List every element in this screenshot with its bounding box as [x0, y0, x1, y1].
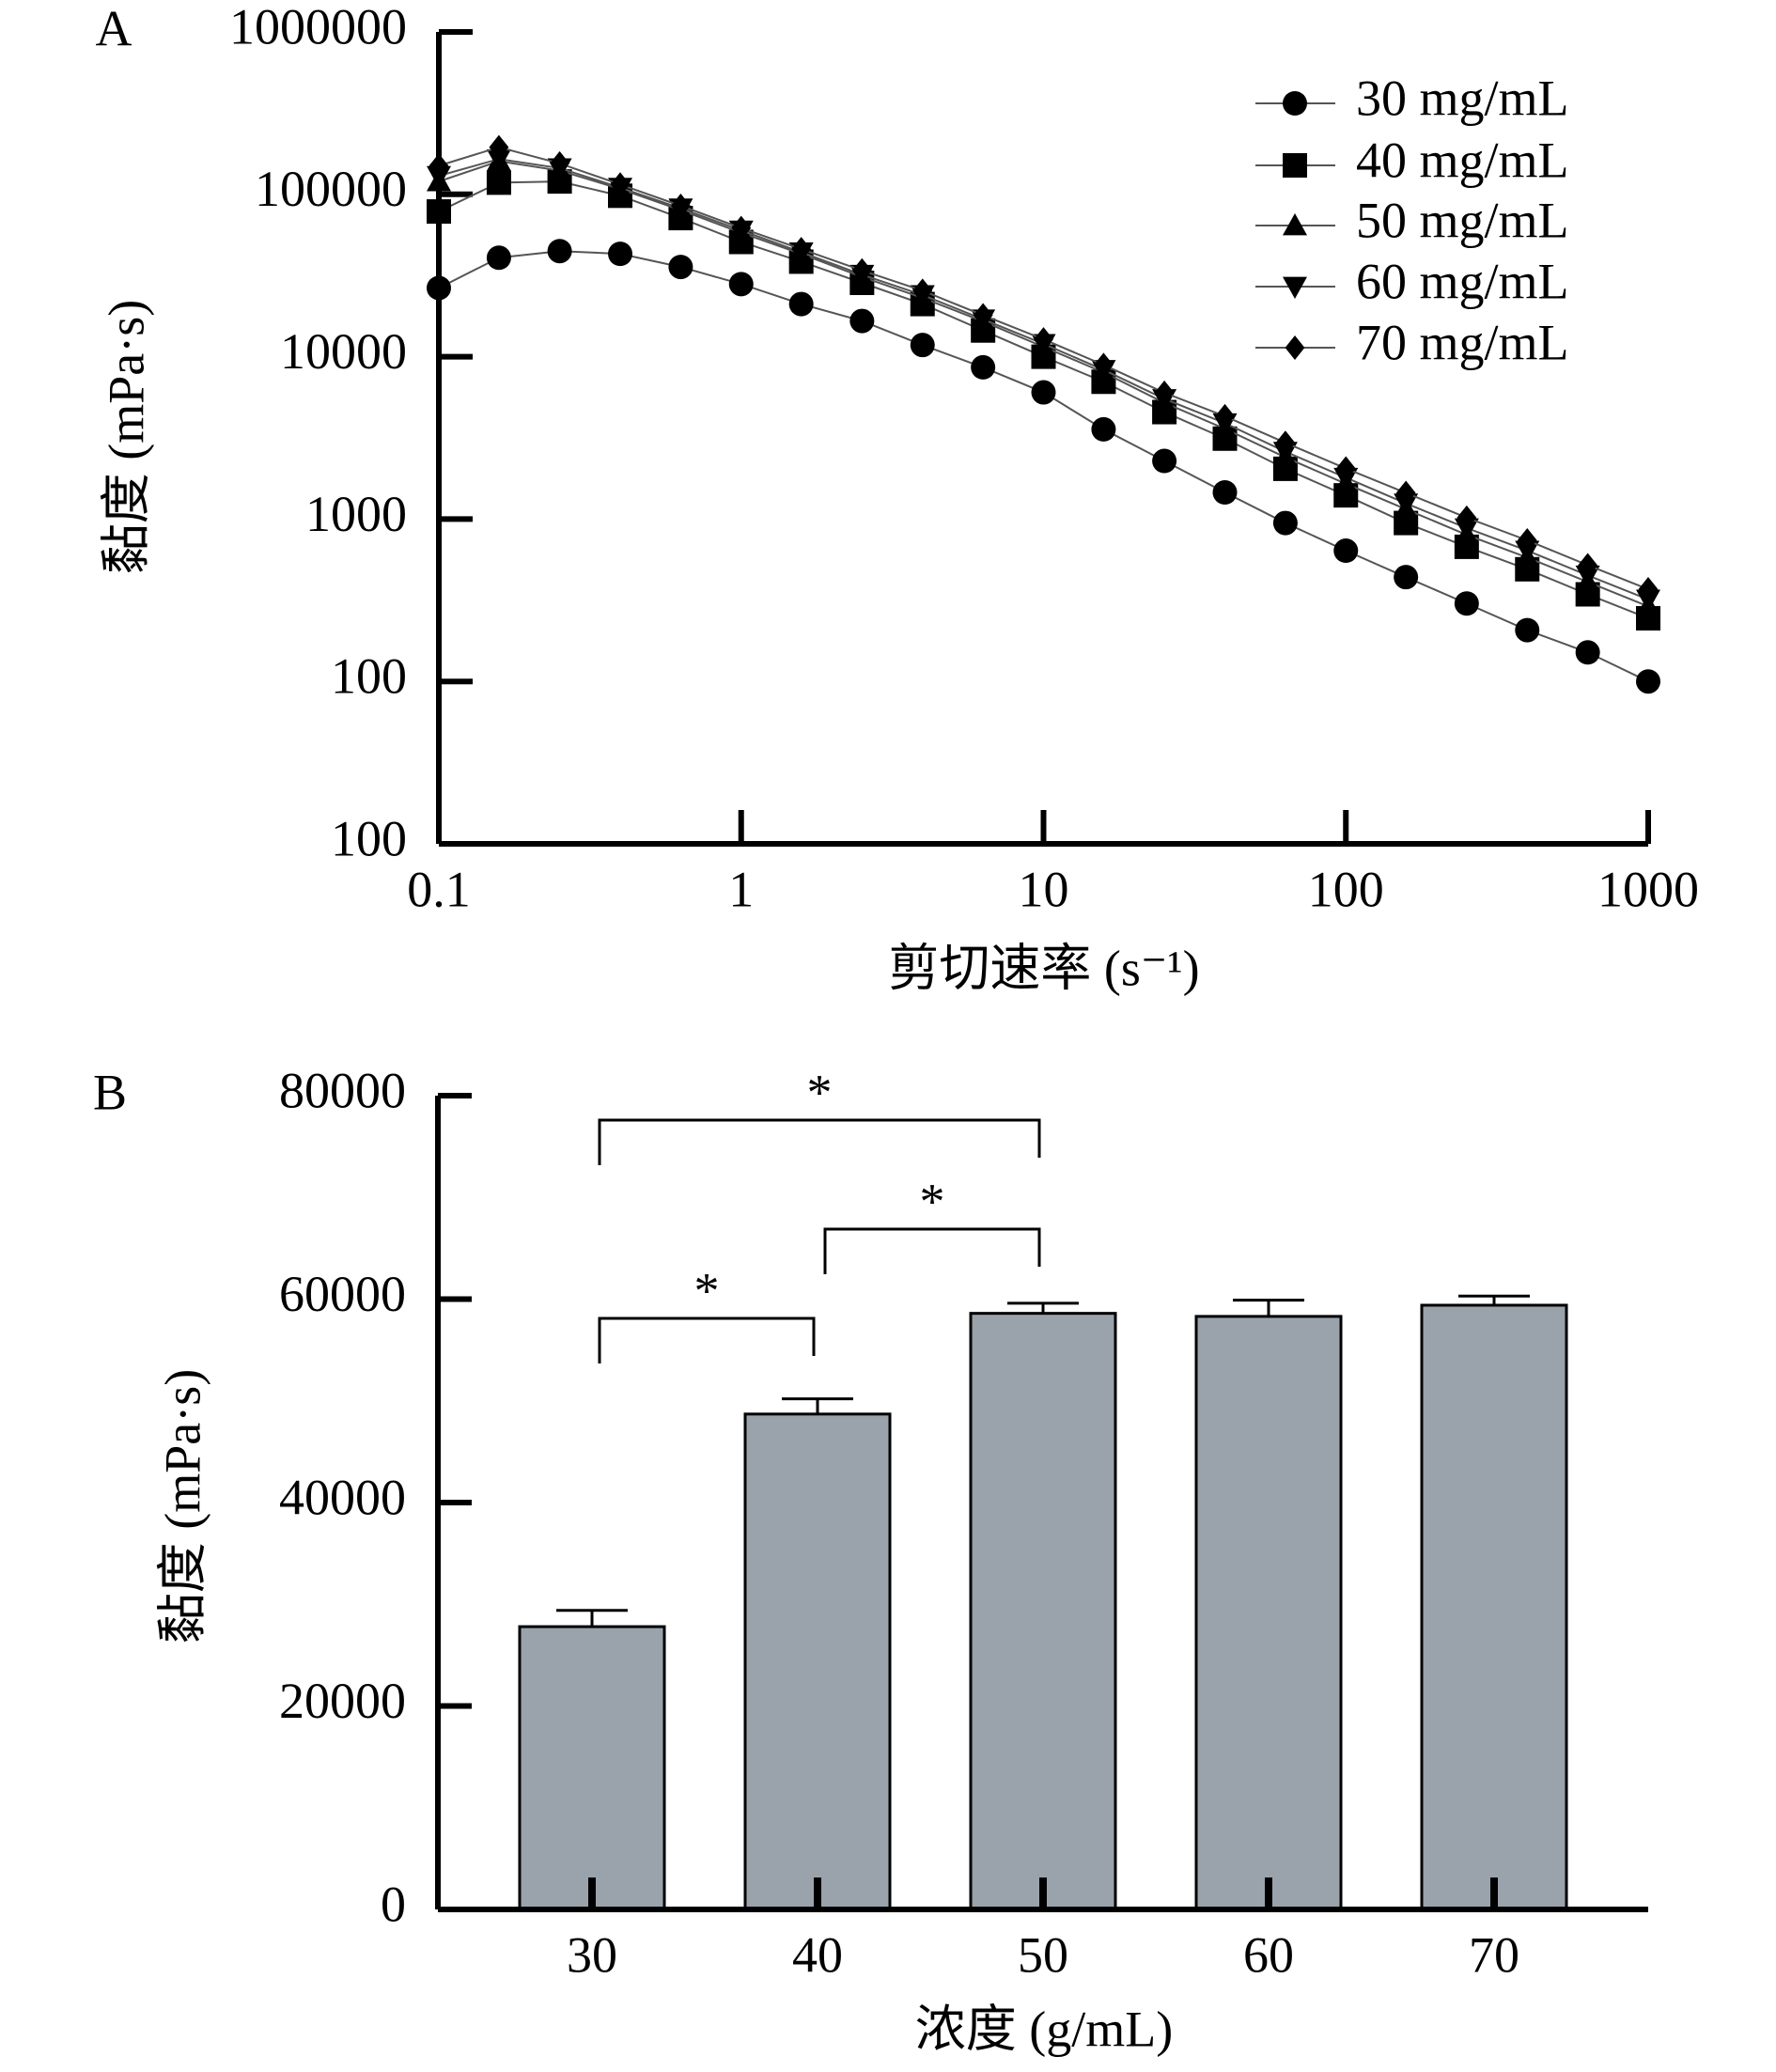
x-tick-label: 70 [1469, 1926, 1519, 1983]
bar [1420, 1303, 1568, 1911]
data-point [851, 257, 872, 283]
error-bar [1233, 1299, 1304, 1316]
x-tick-label: 40 [792, 1926, 843, 1983]
data-point [668, 255, 693, 280]
error-bar [782, 1397, 853, 1414]
data-point [1091, 416, 1116, 442]
legend-label: 60 mg/mL [1356, 253, 1569, 309]
data-point [1152, 448, 1177, 474]
panel-label: B [93, 1064, 127, 1120]
y-tick-label: 40000 [279, 1469, 406, 1525]
legend-marker [1285, 335, 1305, 360]
data-point [1031, 380, 1056, 405]
y-tick-label: 1000000 [229, 0, 407, 55]
data-point [428, 153, 449, 179]
data-point [1272, 510, 1298, 536]
data-point [910, 333, 935, 358]
x-tick-label: 30 [567, 1926, 617, 1983]
data-point [486, 245, 511, 271]
data-point [1578, 553, 1598, 578]
significance-label: * [694, 1262, 720, 1318]
x-tick-label: 50 [1018, 1926, 1068, 1983]
data-point [608, 241, 633, 267]
data-point [1212, 479, 1238, 505]
data-point [610, 172, 631, 197]
data-point [1335, 456, 1356, 481]
data-point [849, 308, 875, 334]
data-point [912, 278, 933, 304]
data-point [973, 303, 993, 328]
data-point [1638, 577, 1659, 602]
y-tick-label: 80000 [279, 1062, 406, 1118]
x-tick-label: 60 [1243, 1926, 1294, 1983]
data-point [547, 239, 572, 264]
legend-marker [1283, 153, 1307, 178]
significance-bracket [823, 1227, 1041, 1274]
y-tick-label: 10000 [280, 323, 407, 380]
data-point [788, 291, 814, 317]
legend-marker [1283, 276, 1307, 299]
data-point [486, 148, 511, 172]
legend-label: 40 mg/mL [1356, 132, 1569, 188]
legend-label: 50 mg/mL [1356, 192, 1569, 248]
bar [969, 1312, 1117, 1911]
x-axis-label: 剪切速率 (s⁻¹) [888, 940, 1199, 996]
data-point [1457, 505, 1477, 530]
y-tick-label: 100000 [255, 161, 407, 217]
data-point [671, 193, 691, 218]
y-tick-label: 0 [381, 1876, 406, 1932]
error-bar [556, 1609, 628, 1628]
x-tick-label: 1000 [1597, 861, 1699, 917]
data-point [1333, 538, 1359, 564]
legend-label: 70 mg/mL [1356, 314, 1569, 370]
y-tick-label: 60000 [279, 1266, 406, 1322]
data-point [1275, 430, 1296, 456]
legend-marker [1283, 213, 1307, 236]
data-point [550, 150, 569, 176]
significance-label: * [920, 1173, 945, 1229]
data-point [486, 170, 511, 195]
data-point [1395, 480, 1416, 506]
legend-marker [1283, 91, 1307, 116]
x-axis-label: 浓度 (g/mL) [915, 2001, 1173, 2057]
error-bar [1458, 1294, 1530, 1305]
data-point [728, 272, 754, 297]
data-point [1215, 403, 1235, 428]
panel-label: A [96, 0, 132, 56]
data-point [1394, 565, 1419, 590]
data-point [1575, 640, 1600, 665]
x-tick-label: 10 [1019, 861, 1069, 917]
bar [518, 1625, 666, 1911]
data-point [1636, 669, 1660, 694]
y-tick-label: 1000 [305, 486, 407, 542]
data-point [427, 275, 451, 301]
data-point [489, 134, 509, 160]
y-axis-label: 黏度 (mPa·s) [154, 1369, 210, 1644]
significance-label: * [807, 1064, 833, 1120]
data-point [791, 237, 812, 262]
data-point [971, 354, 996, 380]
data-point [1154, 380, 1175, 405]
data-point [1454, 591, 1479, 616]
error-bar [1007, 1301, 1079, 1314]
data-point [731, 215, 752, 241]
data-point [1034, 327, 1053, 352]
data-point [1094, 352, 1114, 378]
data-point [427, 199, 451, 225]
bar [743, 1412, 892, 1911]
x-tick-label: 1 [728, 861, 754, 917]
y-tick-label: 20000 [279, 1673, 406, 1729]
data-point [1515, 617, 1540, 643]
x-tick-label: 100 [1308, 861, 1384, 917]
significance-bracket [598, 1316, 816, 1363]
y-tick-label: 100 [331, 648, 407, 705]
y-axis-label: 黏度 (mPa·s) [98, 300, 154, 574]
legend-label: 30 mg/mL [1356, 70, 1569, 126]
bar [1194, 1315, 1343, 1911]
y-tick-label: 100 [331, 810, 407, 866]
x-tick-label: 0.1 [407, 861, 471, 917]
significance-bracket [598, 1118, 1041, 1165]
data-point [1517, 527, 1537, 553]
